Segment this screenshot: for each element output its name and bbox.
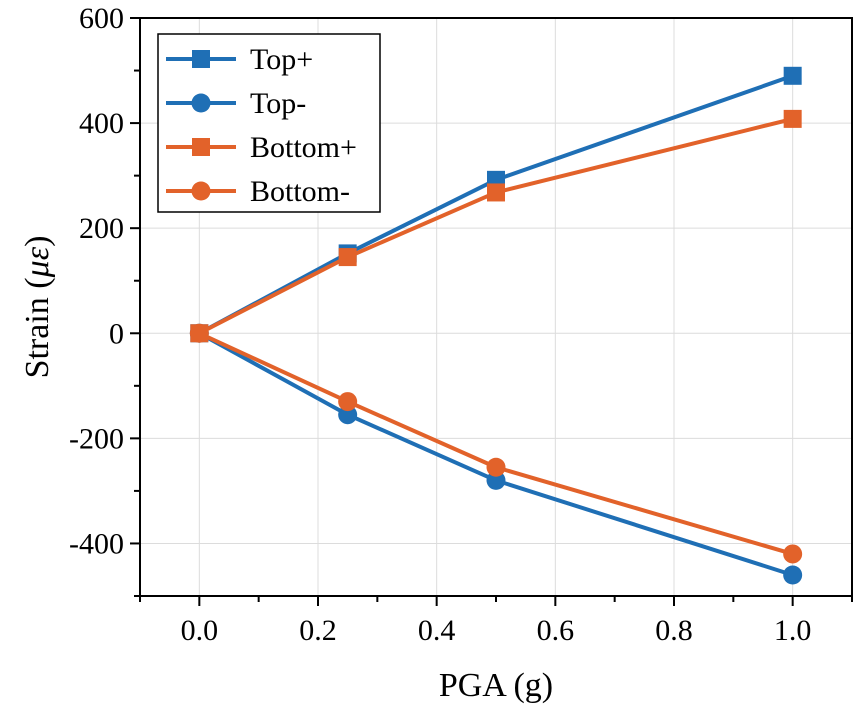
x-tick-label: 0.4 (418, 614, 456, 647)
legend-marker (191, 93, 211, 113)
data-point (189, 323, 209, 343)
series-layer (189, 66, 803, 585)
x-tick-label: 0.6 (537, 614, 575, 647)
legend-marker (191, 181, 211, 201)
x-tick-label: 0.2 (299, 614, 337, 647)
legend-label: Bottom- (250, 175, 350, 208)
legend-marker (192, 50, 210, 68)
legend-label: Bottom+ (250, 131, 357, 164)
legend-label: Top- (250, 87, 306, 120)
data-point (783, 109, 802, 128)
x-tick-label: 0.8 (655, 614, 693, 647)
y-tick-label: 200 (79, 212, 124, 245)
y-tick-label: 0 (109, 317, 124, 350)
legend-item: Bottom+ (166, 131, 357, 164)
data-point (338, 248, 357, 267)
legend-item: Top- (166, 87, 306, 120)
data-point (783, 66, 802, 85)
legend-item: Bottom- (166, 175, 350, 208)
data-point (486, 470, 506, 490)
legend: Top+ Top- Bottom+ Bottom- (157, 33, 381, 213)
legend-label: Top+ (250, 43, 313, 76)
data-point (338, 392, 358, 412)
data-point (487, 183, 505, 202)
y-tick-label: 400 (79, 107, 124, 140)
series-4 (189, 323, 803, 564)
data-point (783, 565, 803, 585)
x-tick-label: 1.0 (774, 614, 812, 647)
y-tick-label: 600 (79, 2, 124, 35)
series-line (198, 331, 794, 556)
data-point (486, 457, 506, 477)
y-tick-label: -400 (69, 527, 124, 560)
data-point (783, 544, 803, 564)
data-point (338, 405, 358, 425)
y-axis-title: Strain (με) (19, 236, 56, 379)
x-axis-title: PGA (g) (439, 667, 553, 704)
x-tick-label: 0.0 (181, 614, 219, 647)
legend-marker (192, 138, 210, 156)
axis-ticks (130, 17, 853, 606)
legend-item: Top+ (166, 43, 313, 76)
series-line (198, 116, 794, 336)
series-line (198, 331, 794, 577)
series-2 (189, 323, 803, 585)
tick-labels: 0.0 0.2 0.4 0.6 0.8 1.0 -400 -200 0 200 400 600 (69, 2, 811, 647)
y-tick-label: -200 (69, 422, 124, 455)
